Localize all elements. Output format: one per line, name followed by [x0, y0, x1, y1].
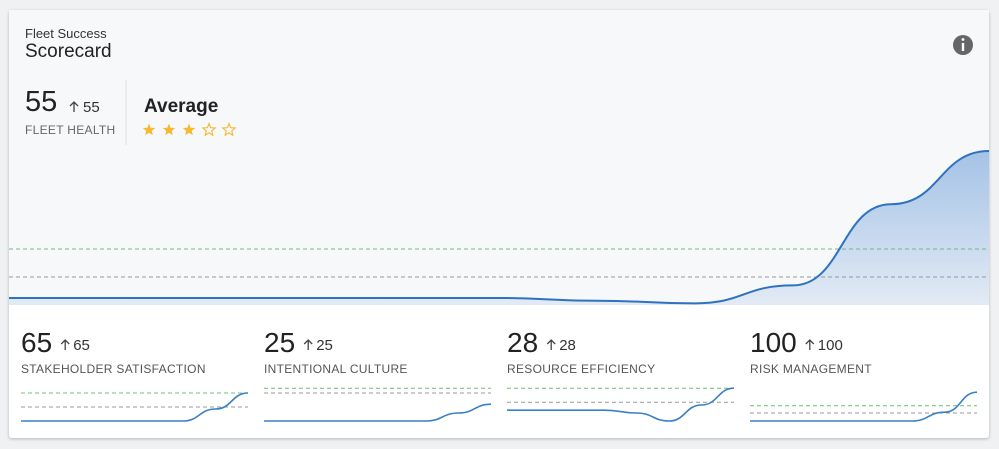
- metric-change: 65: [73, 337, 90, 354]
- metric-score: 100: [750, 327, 797, 358]
- fleet-health-label: FLEET HEALTH: [25, 123, 116, 137]
- metric-label: RESOURCE EFFICIENCY: [507, 362, 656, 376]
- trend-area: [9, 151, 989, 305]
- info-icon[interactable]: [953, 35, 973, 55]
- metric-label: INTENTIONAL CULTURE: [264, 362, 408, 376]
- up-arrow-icon: [303, 339, 313, 350]
- metric-score: 28: [507, 327, 539, 358]
- rating-star: [201, 121, 217, 137]
- metric-label: STAKEHOLDER SATISFACTION: [21, 362, 206, 376]
- metric-change: 25: [316, 337, 333, 354]
- up-arrow-icon: [69, 101, 79, 112]
- up-arrow-icon: [546, 339, 556, 350]
- rating-star: [221, 121, 237, 137]
- fleet-health-change: 55: [83, 99, 100, 116]
- fleet-health-score: 55: [25, 86, 58, 118]
- trend-line: [507, 387, 735, 422]
- trend-line: [20, 392, 249, 422]
- rating-star: [162, 123, 176, 136]
- chart-background: [9, 10, 989, 305]
- rating-label: Average: [144, 96, 219, 117]
- up-arrow-icon: [60, 339, 70, 350]
- metric-score: 25: [264, 327, 296, 358]
- trend-line: [8, 150, 990, 305]
- up-arrow-icon: [805, 339, 815, 350]
- subtitle: Fleet Success: [25, 26, 107, 41]
- rating-star: [182, 123, 196, 136]
- trend-line: [263, 403, 492, 422]
- trend-line: [749, 391, 978, 422]
- metric-score: 65: [21, 327, 53, 358]
- metric-label: RISK MANAGEMENT: [750, 362, 872, 376]
- title: Scorecard: [25, 41, 112, 62]
- metric-change: 28: [559, 337, 576, 354]
- rating-star: [142, 123, 156, 136]
- metric-change: 100: [817, 337, 843, 354]
